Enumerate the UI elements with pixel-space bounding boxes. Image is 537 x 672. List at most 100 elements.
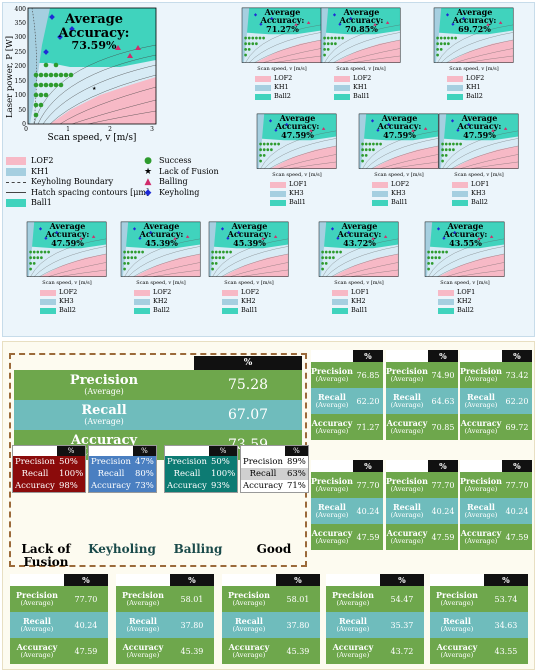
variant-recall: 35.37	[390, 620, 414, 630]
variant-accuracy: 69.72	[505, 422, 529, 432]
variant-metrics-table: % Precision (Average) 53.74 Recall (Average…	[430, 574, 528, 664]
small-accuracy-title: Average Accuracy:	[227, 221, 272, 240]
variant-recall: 40.24	[505, 506, 529, 516]
variant-accuracy: 43.55	[494, 646, 518, 656]
legend-lof: LOF2	[391, 180, 410, 188]
small-accuracy-title: Average Accuracy:	[443, 221, 488, 240]
variant-precision: 77.70	[431, 480, 455, 490]
small-process-map: Average Accuracy: 47.59% Scan speed, v […	[18, 220, 108, 324]
legend-kh: KH2	[153, 297, 168, 305]
legend-ball: Ball2	[274, 92, 291, 100]
legend-kh: KH1	[466, 83, 481, 91]
svg-text:0: 0	[24, 126, 28, 133]
small-legend: LOF2 KH1 Ball2	[255, 74, 292, 101]
legend-ball: Ball2	[59, 306, 76, 314]
variant-precision: 77.70	[505, 480, 529, 490]
small-accuracy-value: 45.39%	[233, 237, 266, 248]
small-accuracy-title: Average Accuracy:	[337, 221, 382, 240]
legend-lof: LOF2	[59, 288, 78, 296]
small-accuracy-title: Average Accuracy:	[45, 221, 90, 240]
svg-text:★: ★	[92, 86, 97, 92]
svg-text:1: 1	[66, 126, 70, 133]
small-process-map: Average Accuracy: 70.85% Scan speed, v […	[312, 6, 402, 110]
small-xlabel: Scan speed, v [m/s]	[440, 280, 490, 286]
svg-text:350: 350	[15, 20, 27, 27]
svg-text:150: 150	[15, 78, 27, 85]
variant-accuracy: 47.59	[505, 532, 529, 542]
variant-recall: 40.24	[356, 506, 380, 516]
legend-kh: KH1	[353, 83, 368, 91]
class-accuracy: 98%	[58, 481, 78, 491]
main-ylabel: Laser power, P [W]	[5, 35, 15, 118]
legend-ball: Ball2	[457, 306, 474, 314]
legend-ball: Ball2	[466, 92, 483, 100]
variant-precision: 74.90	[431, 370, 455, 380]
variant-recall: 37.80	[286, 620, 310, 630]
class-recall: 80%	[134, 469, 154, 479]
small-process-map: Average Accuracy: 47.59% Scan speed, v […	[430, 112, 520, 216]
small-legend: LOF2 KH3 Ball2	[40, 288, 77, 315]
class-precision: 89%	[286, 457, 306, 467]
small-process-map: Average Accuracy: 43.55% Scan speed, v […	[416, 220, 506, 324]
variant-recall: 37.80	[180, 620, 204, 630]
class-accuracy: 73%	[134, 481, 154, 491]
small-process-map: Average Accuracy: 45.39% Scan speed, v […	[200, 220, 290, 324]
small-xlabel: Scan speed, v [m/s]	[334, 280, 384, 286]
legend-ball: Ball2	[153, 306, 170, 314]
small-legend: LOF1 KH3 Ball2	[452, 180, 489, 207]
small-accuracy-title: Average Accuracy:	[260, 7, 305, 26]
svg-text:300: 300	[15, 34, 27, 41]
legend-kh: KH3	[289, 189, 304, 197]
legend-ball: Ball1	[351, 306, 368, 314]
variant-metrics-table: % Precision (Average) 76.85 Recall (Average…	[311, 350, 383, 440]
variant-recall: 64.63	[431, 396, 455, 406]
class-label: Keyholing	[88, 542, 156, 556]
legend-kh: KH2	[351, 297, 366, 305]
small-process-map: Average Accuracy: 47.59% Scan speed, v […	[248, 112, 338, 216]
main-precision: 75.28	[227, 377, 269, 393]
small-xlabel: Scan speed, v [m/s]	[449, 66, 499, 72]
variant-precision: 53.74	[494, 594, 518, 604]
small-xlabel: Scan speed, v [m/s]	[272, 172, 322, 178]
small-process-map: Average Accuracy: 43.72% Scan speed, v […	[310, 220, 400, 324]
variant-metrics-table: % Precision (Average) 58.01 Recall (Average…	[116, 574, 214, 664]
small-accuracy-value: 43.72%	[343, 237, 376, 248]
legend-ball: Ball1	[241, 306, 258, 314]
variant-metrics-table: % Precision (Average) 74.90 Recall (Average…	[386, 350, 458, 440]
class-precision: 47%	[134, 457, 154, 467]
svg-text:3: 3	[150, 126, 154, 133]
legend-lof: LOF1	[471, 180, 490, 188]
small-legend: LOF2 KH3 Ball1	[372, 180, 409, 207]
legend-ball: Ball1	[391, 198, 408, 206]
variant-recall: 62.20	[505, 396, 529, 406]
small-legend: LOF1 KH2 Ball2	[438, 288, 475, 315]
variant-metrics-table: % Precision (Average) 77.70 Recall (Average…	[10, 574, 108, 664]
class-label: Good	[256, 542, 292, 556]
small-xlabel: Scan speed, v [m/s]	[257, 66, 307, 72]
svg-text:50: 50	[18, 107, 26, 114]
variant-precision: 58.01	[286, 594, 310, 604]
variant-accuracy: 47.59	[356, 532, 380, 542]
class-accuracy: 93%	[210, 481, 230, 491]
variant-accuracy: 47.59	[74, 646, 98, 656]
legend-ball: Ball1	[289, 198, 306, 206]
variant-precision: 73.42	[505, 370, 529, 380]
small-process-map: Average Accuracy: 47.59% Scan speed, v […	[350, 112, 440, 216]
variant-recall: 40.24	[74, 620, 98, 630]
class-metrics-table: % Precision 89% Recall 63% Accuracy 71%	[240, 445, 309, 493]
metrics-panel	[2, 341, 535, 670]
small-accuracy-title: Average Accuracy:	[339, 7, 384, 26]
legend-lof: LOF2	[466, 74, 485, 82]
variant-recall: 62.20	[356, 396, 380, 406]
class-recall: 100%	[210, 469, 236, 479]
legend-kh: KH1	[274, 83, 289, 91]
variant-metrics-table: % Precision (Average) 73.42 Recall (Average…	[460, 350, 532, 440]
small-accuracy-value: 47.59%	[383, 129, 416, 140]
class-precision: 50%	[58, 457, 78, 467]
legend-ball: Ball1	[353, 92, 370, 100]
variant-metrics-table: % Precision (Average) 77.70 Recall (Average…	[386, 460, 458, 550]
variant-precision: 54.47	[390, 594, 414, 604]
small-accuracy-value: 47.59%	[281, 129, 314, 140]
legend-lof: LOF2	[153, 288, 172, 296]
small-accuracy-title: Average Accuracy:	[139, 221, 184, 240]
